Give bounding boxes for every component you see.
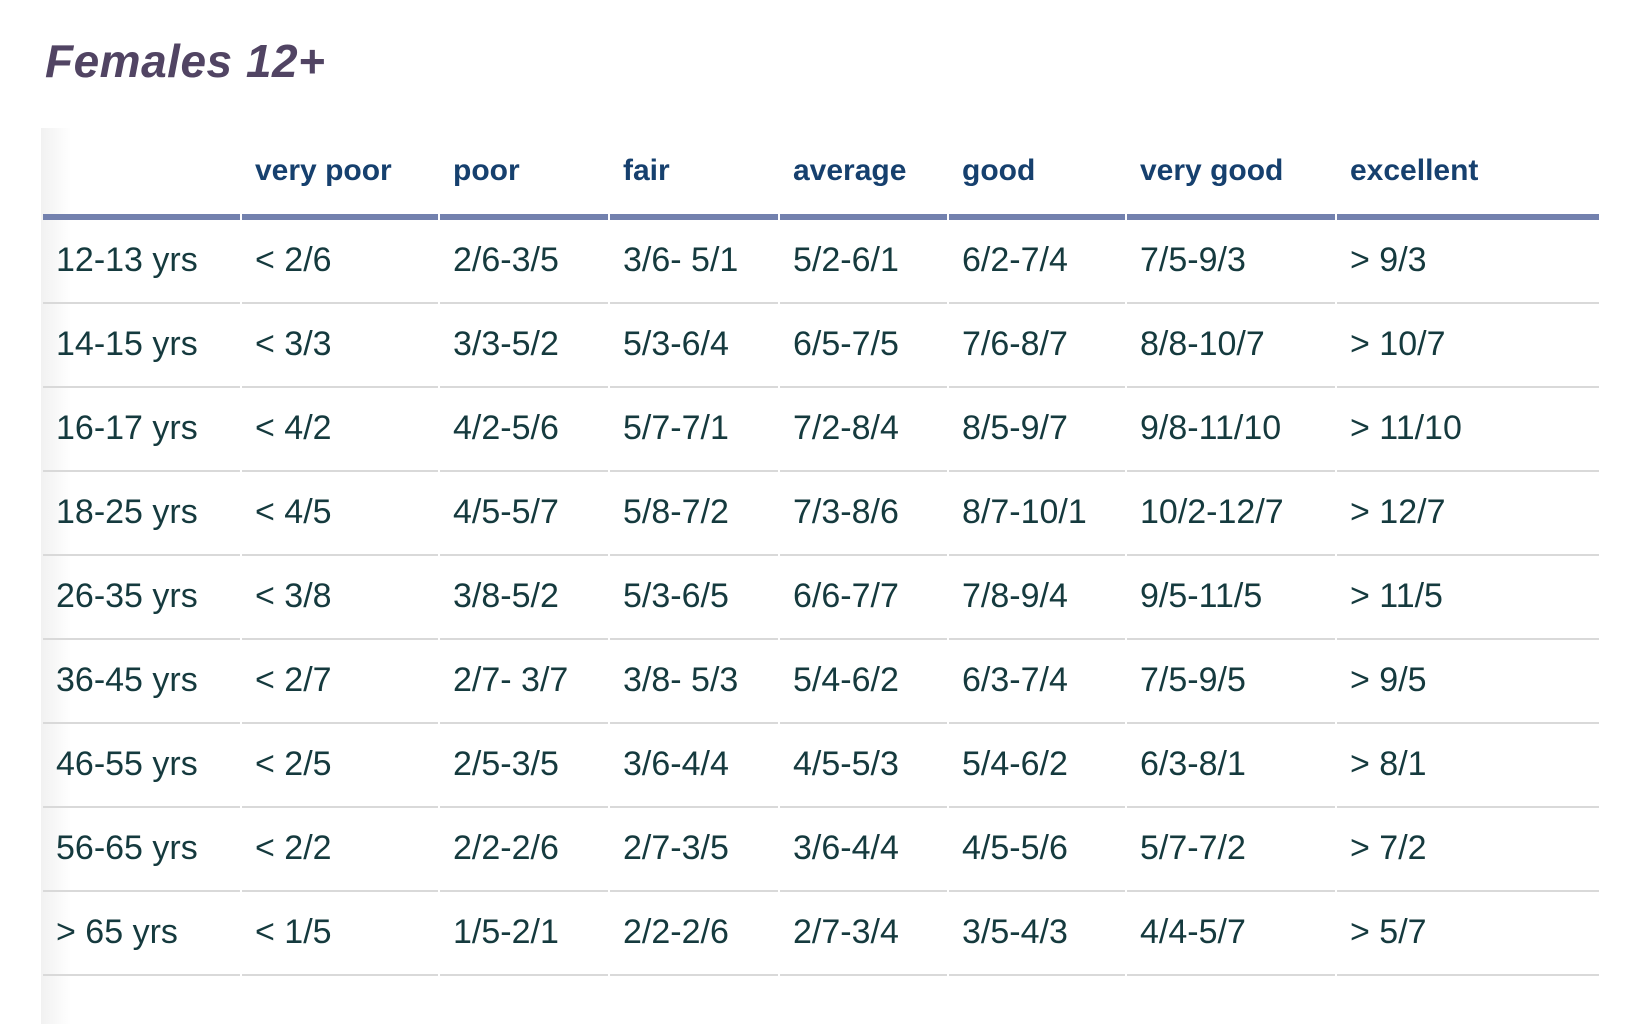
value-cell: 5/7-7/2 — [1127, 808, 1335, 892]
value-cell: 7/8-9/4 — [949, 556, 1125, 640]
age-cell: 46-55 yrs — [43, 724, 240, 808]
value-cell: 6/6-7/7 — [780, 556, 947, 640]
column-header-very-poor: very poor — [242, 128, 438, 220]
value-cell: 2/6-3/5 — [440, 220, 608, 304]
value-cell: < 3/3 — [242, 304, 438, 388]
value-cell: 4/5-5/7 — [440, 472, 608, 556]
value-cell: 3/6-4/4 — [610, 724, 778, 808]
value-cell: 4/4-5/7 — [1127, 892, 1335, 976]
value-cell: 5/7-7/1 — [610, 388, 778, 472]
value-cell: > 9/3 — [1337, 220, 1599, 304]
age-cell: 18-25 yrs — [43, 472, 240, 556]
value-cell: 10/2-12/7 — [1127, 472, 1335, 556]
value-cell: > 7/2 — [1337, 808, 1599, 892]
value-cell: 7/2-8/4 — [780, 388, 947, 472]
value-cell: > 9/5 — [1337, 640, 1599, 724]
value-cell: 3/5-4/3 — [949, 892, 1125, 976]
value-cell: 4/5-5/3 — [780, 724, 947, 808]
value-cell: > 11/10 — [1337, 388, 1599, 472]
value-cell: 3/8- 5/3 — [610, 640, 778, 724]
value-cell: 4/5-5/6 — [949, 808, 1125, 892]
value-cell: 5/3-6/5 — [610, 556, 778, 640]
value-cell: 5/3-6/4 — [610, 304, 778, 388]
value-cell: < 4/2 — [242, 388, 438, 472]
table-row: 18-25 yrs < 4/5 4/5-5/7 5/8-7/2 7/3-8/6 … — [43, 472, 1599, 556]
table-row: 14-15 yrs < 3/3 3/3-5/2 5/3-6/4 6/5-7/5 … — [43, 304, 1599, 388]
value-cell: 7/5-9/5 — [1127, 640, 1335, 724]
value-cell: 7/5-9/3 — [1127, 220, 1335, 304]
value-cell: 5/2-6/1 — [780, 220, 947, 304]
value-cell: 2/2-2/6 — [610, 892, 778, 976]
value-cell: 8/7-10/1 — [949, 472, 1125, 556]
value-cell: 2/7-3/4 — [780, 892, 947, 976]
column-header-fair: fair — [610, 128, 778, 220]
value-cell: > 8/1 — [1337, 724, 1599, 808]
value-cell: 8/8-10/7 — [1127, 304, 1335, 388]
age-cell: > 65 yrs — [43, 892, 240, 976]
value-cell: < 2/7 — [242, 640, 438, 724]
fitness-norms-table: very poor poor fair average good very go… — [41, 128, 1601, 976]
age-cell: 14-15 yrs — [43, 304, 240, 388]
value-cell: 1/5-2/1 — [440, 892, 608, 976]
value-cell: 5/4-6/2 — [949, 724, 1125, 808]
age-cell: 26-35 yrs — [43, 556, 240, 640]
value-cell: 2/7- 3/7 — [440, 640, 608, 724]
value-cell: 9/8-11/10 — [1127, 388, 1335, 472]
value-cell: > 10/7 — [1337, 304, 1599, 388]
page-title: Females 12+ — [45, 35, 326, 87]
value-cell: 6/3-7/4 — [949, 640, 1125, 724]
value-cell: 3/6- 5/1 — [610, 220, 778, 304]
column-header-excellent: excellent — [1337, 128, 1599, 220]
column-header-average: average — [780, 128, 947, 220]
value-cell: 9/5-11/5 — [1127, 556, 1335, 640]
value-cell: 6/3-8/1 — [1127, 724, 1335, 808]
value-cell: < 1/5 — [242, 892, 438, 976]
value-cell: > 11/5 — [1337, 556, 1599, 640]
header-row: very poor poor fair average good very go… — [43, 128, 1599, 220]
value-cell: 7/3-8/6 — [780, 472, 947, 556]
value-cell: 4/2-5/6 — [440, 388, 608, 472]
column-header-good: good — [949, 128, 1125, 220]
age-cell: 56-65 yrs — [43, 808, 240, 892]
table-row: 36-45 yrs < 2/7 2/7- 3/7 3/8- 5/3 5/4-6/… — [43, 640, 1599, 724]
value-cell: 2/5-3/5 — [440, 724, 608, 808]
column-header-very-good: very good — [1127, 128, 1335, 220]
value-cell: < 2/2 — [242, 808, 438, 892]
value-cell: > 5/7 — [1337, 892, 1599, 976]
value-cell: < 3/8 — [242, 556, 438, 640]
value-cell: > 12/7 — [1337, 472, 1599, 556]
age-cell: 16-17 yrs — [43, 388, 240, 472]
value-cell: 7/6-8/7 — [949, 304, 1125, 388]
value-cell: < 2/6 — [242, 220, 438, 304]
value-cell: < 2/5 — [242, 724, 438, 808]
value-cell: 3/3-5/2 — [440, 304, 608, 388]
value-cell: 3/8-5/2 — [440, 556, 608, 640]
value-cell: 2/2-2/6 — [440, 808, 608, 892]
value-cell: 8/5-9/7 — [949, 388, 1125, 472]
age-cell: 12-13 yrs — [43, 220, 240, 304]
value-cell: 5/4-6/2 — [780, 640, 947, 724]
table-row: 16-17 yrs < 4/2 4/2-5/6 5/7-7/1 7/2-8/4 … — [43, 388, 1599, 472]
column-header-poor: poor — [440, 128, 608, 220]
age-cell: 36-45 yrs — [43, 640, 240, 724]
table-row: > 65 yrs < 1/5 1/5-2/1 2/2-2/6 2/7-3/4 3… — [43, 892, 1599, 976]
value-cell: 3/6-4/4 — [780, 808, 947, 892]
value-cell: 6/5-7/5 — [780, 304, 947, 388]
value-cell: 2/7-3/5 — [610, 808, 778, 892]
value-cell: 5/8-7/2 — [610, 472, 778, 556]
value-cell: 6/2-7/4 — [949, 220, 1125, 304]
norms-table-container: very poor poor fair average good very go… — [41, 127, 1601, 1024]
table-row: 26-35 yrs < 3/8 3/8-5/2 5/3-6/5 6/6-7/7 … — [43, 556, 1599, 640]
table-row: 12-13 yrs < 2/6 2/6-3/5 3/6- 5/1 5/2-6/1… — [43, 220, 1599, 304]
column-header-age — [43, 128, 240, 220]
value-cell: < 4/5 — [242, 472, 438, 556]
table-row: 46-55 yrs < 2/5 2/5-3/5 3/6-4/4 4/5-5/3 … — [43, 724, 1599, 808]
table-row: 56-65 yrs < 2/2 2/2-2/6 2/7-3/5 3/6-4/4 … — [43, 808, 1599, 892]
